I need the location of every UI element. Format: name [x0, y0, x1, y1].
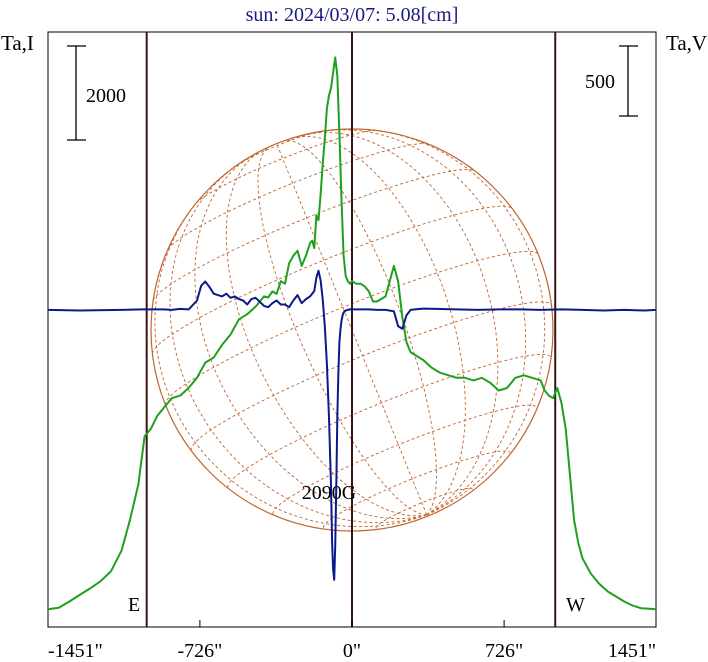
right-axis-label: Ta,V [666, 31, 707, 55]
parallel-line [375, 487, 473, 529]
meridian-line [194, 156, 427, 520]
meridian-line [225, 149, 427, 517]
chart-title: sun: 2024/03/07: 5.08[cm] [246, 4, 459, 26]
right-scale-bar: 500 [585, 45, 638, 117]
meridian-line [284, 140, 437, 516]
meridian-line [169, 164, 427, 524]
meridian-line [257, 146, 427, 516]
left-scale-label: 2000 [86, 85, 126, 107]
x-tick-label: 0" [343, 640, 361, 662]
parallel-line [190, 301, 552, 451]
series-polarization-line [47, 269, 657, 581]
x-tick-label: -1451" [48, 640, 103, 662]
meridian-line [154, 195, 427, 528]
meridian-line [366, 129, 546, 516]
left-scale-bar: 2000 [67, 45, 126, 141]
right-scale-label: 500 [585, 71, 615, 93]
meridian-line [320, 129, 527, 516]
meridian-line [276, 143, 428, 516]
parallel-line [272, 404, 537, 515]
field-annotation: 2090G [302, 482, 356, 504]
left-axis-label: Ta,I [1, 31, 34, 55]
x-tick-label: -726" [177, 640, 222, 662]
series-intensity-line [47, 56, 657, 611]
parallel-line [164, 250, 539, 406]
x-axis-ticks: -1451" -726" 0" 726" 1451" [47, 620, 657, 662]
parallel-line [152, 168, 475, 301]
meridian-line [291, 135, 466, 516]
limb-label-east: E [128, 594, 140, 616]
meridian-line [304, 132, 499, 516]
parallel-line [227, 353, 552, 488]
x-tick-label: 1451" [608, 640, 656, 662]
parallel-line [236, 131, 321, 166]
series-layer [47, 56, 657, 611]
limb-label-west: W [566, 594, 585, 616]
x-tick-label: 726" [485, 640, 523, 662]
vertical-markers [145, 32, 557, 627]
